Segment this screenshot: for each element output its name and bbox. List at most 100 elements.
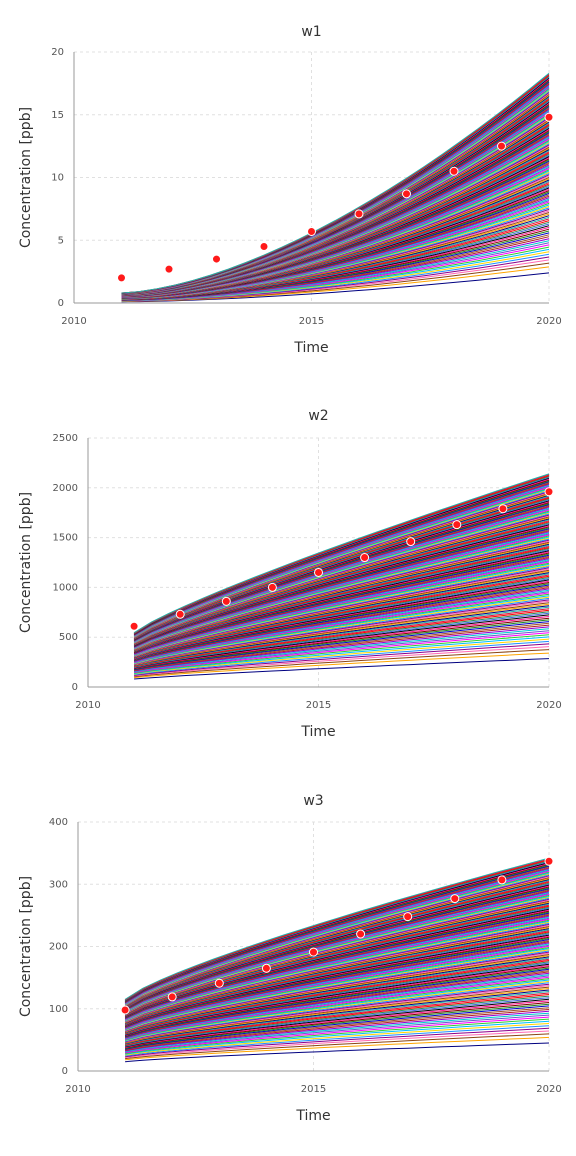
- ensemble-line: [124, 963, 550, 1036]
- ensemble-line: [124, 980, 550, 1042]
- ensemble-line: [133, 597, 550, 665]
- observed-point: [450, 894, 460, 904]
- ensemble-series: [121, 72, 550, 303]
- ensemble-line: [124, 979, 550, 1041]
- ensemble-line: [124, 932, 550, 1026]
- ensemble-line: [125, 1018, 550, 1055]
- observed-series: [120, 856, 554, 1015]
- observed-point: [314, 567, 323, 577]
- observed-series: [117, 112, 554, 283]
- ensemble-line: [134, 622, 550, 671]
- ensemble-line: [124, 995, 550, 1047]
- ensemble-line: [134, 634, 550, 674]
- ensemble-line: [125, 1023, 550, 1056]
- observed-point: [498, 504, 508, 514]
- y-axis-label: Concentration [ppb]: [18, 107, 34, 248]
- y-tick-label: 20: [51, 47, 64, 58]
- ensemble-line: [125, 1005, 550, 1050]
- observed-point: [449, 166, 459, 176]
- ensemble-line: [125, 1003, 550, 1050]
- ensemble-line: [125, 1036, 550, 1061]
- ensemble-line: [124, 983, 550, 1043]
- ensemble-line: [124, 952, 550, 1032]
- ensemble-line: [134, 636, 550, 675]
- y-axis-label: Concentration [ppb]: [18, 492, 34, 633]
- ensemble-line: [124, 992, 550, 1046]
- y-tick-label: 15: [51, 110, 64, 121]
- ensemble-line: [124, 988, 550, 1044]
- y-tick-label: 1500: [53, 533, 78, 544]
- observed-point: [212, 254, 221, 264]
- observed-point: [117, 273, 126, 283]
- observed-point: [214, 978, 224, 988]
- ensemble-line: [125, 1027, 550, 1058]
- ensemble-line: [134, 619, 550, 670]
- x-tick-label: 2020: [536, 316, 561, 327]
- ensemble-line: [124, 958, 550, 1034]
- observed-point: [403, 912, 413, 922]
- chart-title: w3: [303, 793, 323, 809]
- ensemble-line: [124, 991, 550, 1045]
- ensemble-line: [124, 978, 550, 1041]
- ensemble-line: [133, 606, 550, 667]
- y-tick-label: 300: [49, 879, 68, 890]
- ensemble-line: [134, 640, 550, 676]
- y-tick-label: 0: [58, 298, 64, 309]
- ensemble-line: [134, 626, 550, 672]
- ensemble-line: [124, 955, 550, 1033]
- observed-point: [267, 582, 277, 592]
- ensemble-line: [124, 982, 550, 1042]
- observed-point: [309, 947, 318, 957]
- ensemble-line: [124, 942, 550, 1029]
- observed-point: [221, 596, 231, 606]
- ensemble-line: [124, 954, 550, 1033]
- ensemble-series: [133, 473, 550, 680]
- ensemble-line: [124, 967, 550, 1037]
- x-tick-label: 2015: [306, 700, 331, 711]
- observed-point: [497, 875, 507, 885]
- y-tick-label: 5: [58, 235, 64, 246]
- ensemble-line: [125, 1007, 550, 1051]
- observed-point: [356, 929, 366, 939]
- ensemble-line: [125, 1002, 550, 1049]
- ensemble-line: [133, 587, 550, 662]
- y-tick-label: 1000: [53, 582, 78, 593]
- chart-panel-w1: 0 5 10 15 20 2010 2015 2020 w1 Time Concentration …: [18, 24, 562, 356]
- observed-point: [452, 520, 462, 530]
- ensemble-line: [125, 1009, 550, 1051]
- x-tick-label: 2010: [75, 700, 100, 711]
- chart-title: w1: [301, 24, 321, 40]
- ensemble-line: [124, 989, 550, 1045]
- ensemble-line: [134, 658, 550, 680]
- observed-point: [402, 189, 411, 199]
- ensemble-line: [134, 649, 550, 678]
- ensemble-line: [133, 614, 550, 669]
- ensemble-line: [125, 1020, 550, 1055]
- chart-panel-w3: 0 100 200 300 400 2010 2015 2020 w3 Time Concentra…: [18, 793, 562, 1124]
- ensemble-line: [134, 616, 550, 669]
- observed-point: [360, 553, 370, 563]
- ensemble-line: [134, 643, 550, 676]
- chart-panel-w2: 0 500 1000 1500 2000 2500 2010 2015 2020 w2 Time Co…: [18, 408, 562, 740]
- x-axis-label: Time: [300, 724, 335, 740]
- ensemble-line: [133, 608, 550, 667]
- ensemble-line: [124, 975, 550, 1040]
- ensemble-line: [125, 1025, 550, 1057]
- observed-point: [164, 264, 174, 274]
- ensemble-line: [124, 970, 550, 1038]
- ensemble-line: [133, 595, 550, 664]
- ensemble-line: [124, 950, 550, 1032]
- observed-point: [307, 226, 316, 236]
- ensemble-line: [133, 612, 550, 669]
- ensemble-line: [124, 1000, 550, 1048]
- observed-point: [120, 1005, 130, 1015]
- x-tick-label: 2015: [299, 316, 324, 327]
- y-tick-label: 100: [49, 1004, 68, 1015]
- y-tick-label: 2500: [53, 433, 78, 444]
- ensemble-line: [133, 589, 550, 663]
- ensemble-line: [124, 961, 550, 1035]
- ensemble-line: [124, 945, 550, 1030]
- ensemble-line: [133, 611, 550, 668]
